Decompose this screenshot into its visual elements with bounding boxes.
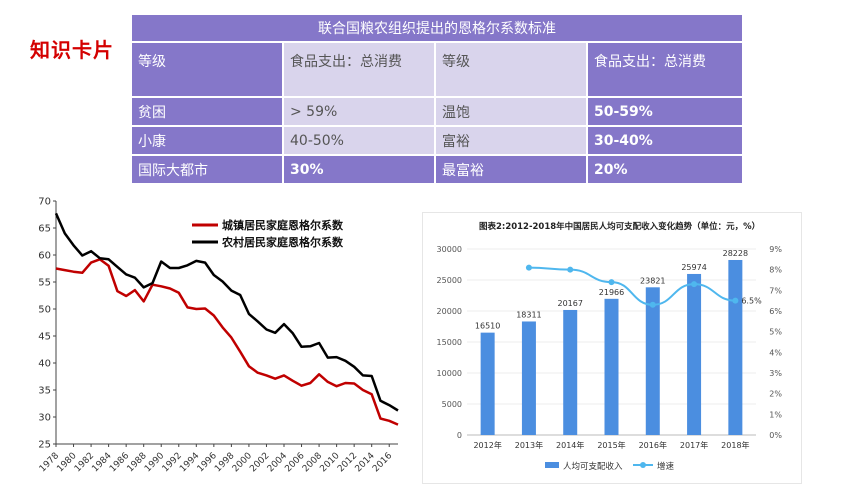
- y-tick-label: 70: [38, 197, 51, 208]
- bar-data-label: 18311: [516, 310, 541, 319]
- y-tick-label: 15000: [437, 338, 462, 347]
- legend-label: 增速: [657, 461, 675, 472]
- table-header-cell: 等级: [130, 41, 284, 98]
- table-cell: 30%: [282, 154, 436, 185]
- y-tick-label: 65: [38, 224, 51, 235]
- bar-data-label: 21966: [599, 288, 624, 297]
- knowledge-card-title: 知识卡片: [30, 38, 114, 62]
- y-tick-label: 45: [38, 332, 51, 343]
- legend-label: 人均可支配收入: [563, 461, 623, 472]
- y-tick-label: 50: [38, 305, 51, 316]
- x-tick-label: 2018年: [721, 440, 749, 450]
- y2-tick-label: 9%: [769, 245, 782, 254]
- table-cell: 贫困: [130, 96, 284, 127]
- bar-data-label: 28228: [723, 249, 748, 258]
- income-bar: [604, 298, 619, 435]
- income-bar-chart: 图表2:2012-2018年中国居民人均可支配收入变化趋势（单位：元，%） 0 50…: [437, 221, 783, 472]
- series-line-rural: [54, 212, 399, 412]
- income-bar: [728, 259, 743, 435]
- bar-data-label: 16510: [475, 322, 500, 331]
- legend-marker: [640, 462, 646, 468]
- series-line-urban: [55, 258, 399, 426]
- chart-title: 图表2:2012-2018年中国居民人均可支配收入变化趋势（单位：元，%）: [479, 221, 760, 232]
- growth-point: [525, 264, 532, 271]
- legend-label: 城镇居民家庭恩格尔系数: [222, 218, 344, 232]
- y-tick-label: 25000: [437, 276, 462, 285]
- engel-line-chart: 2530354045505560657019781980198219841986…: [38, 197, 399, 474]
- growth-point: [649, 301, 656, 308]
- x-tick-label: 2016: [371, 451, 394, 474]
- y-tick-label: 55: [38, 278, 51, 289]
- y-tick-label: 0: [457, 431, 462, 440]
- y-tick-label: 35: [38, 386, 51, 397]
- x-tick-label: 2016年: [639, 440, 667, 450]
- y-tick-label: 20000: [437, 307, 462, 316]
- y-tick-label: 10000: [437, 369, 462, 378]
- income-bar: [645, 287, 660, 435]
- y2-tick-label: 0%: [769, 431, 782, 440]
- income-bar-chart-panel: 图表2:2012-2018年中国居民人均可支配收入变化趋势（单位：元，%） 0 50…: [422, 212, 802, 484]
- legend-swatch: [545, 462, 559, 468]
- table-cell: 最富裕: [434, 154, 588, 185]
- growth-point: [608, 279, 615, 286]
- x-tick-label: 2012年: [473, 440, 501, 450]
- table-cell: 温饱: [434, 96, 588, 127]
- y-tick-label: 30: [38, 413, 51, 424]
- y-tick-label: 30000: [437, 245, 462, 254]
- bar-data-label: 20167: [557, 299, 582, 308]
- table-title: 联合国粮农组织提出的恩格尔系数标准: [130, 13, 744, 43]
- legend-label: 农村居民家庭恩格尔系数: [221, 235, 344, 249]
- table-cell: 富裕: [434, 125, 588, 156]
- engel-standard-table: 联合国粮农组织提出的恩格尔系数标准 等级 食品支出：总消费 等级 食品支出：总消…: [130, 13, 744, 185]
- table-header-cell: 食品支出：总消费: [282, 41, 436, 98]
- y2-tick-label: 3%: [769, 369, 782, 378]
- engel-line-chart-panel: 25 30 35 40 45 50 55 60 65 70 1978 1980 1982 1984 1986…: [32, 187, 404, 480]
- x-tick-label: 2015年: [597, 440, 625, 450]
- growth-data-label: 6.5%: [741, 297, 762, 306]
- y-tick-label: 40: [38, 359, 51, 370]
- y2-tick-label: 4%: [769, 348, 782, 357]
- income-bar: [521, 321, 536, 435]
- table-cell: 40-50%: [282, 125, 436, 156]
- y2-tick-label: 5%: [769, 328, 782, 337]
- income-bar: [563, 309, 578, 435]
- income-bar: [480, 332, 495, 435]
- y-tick-label: 5000: [442, 400, 462, 409]
- x-tick-label: 2017年: [680, 440, 708, 450]
- growth-point: [567, 266, 574, 273]
- y-tick-label: 25: [38, 440, 51, 451]
- growth-line: [528, 266, 736, 306]
- table-cell: 20%: [586, 154, 744, 185]
- x-tick-label: 2014年: [556, 440, 584, 450]
- y2-tick-label: 6%: [769, 307, 782, 316]
- bar-data-label: 25974: [681, 263, 706, 272]
- table-header-cell: 食品支出：总消费: [586, 41, 744, 98]
- growth-point: [732, 297, 739, 304]
- bar-data-label: 23821: [640, 276, 665, 285]
- table-cell: 30-40%: [586, 125, 744, 156]
- y-tick-label: 60: [38, 251, 51, 262]
- y2-tick-label: 1%: [769, 410, 782, 419]
- x-tick-label: 2013年: [515, 440, 543, 450]
- y2-tick-label: 8%: [769, 266, 782, 275]
- table-cell: 小康: [130, 125, 284, 156]
- y2-tick-label: 2%: [769, 390, 782, 399]
- table-cell: 50-59%: [586, 96, 744, 127]
- table-cell: 国际大都市: [130, 154, 284, 185]
- y2-tick-label: 7%: [769, 286, 782, 295]
- table-cell: > 59%: [282, 96, 436, 127]
- table-header-cell: 等级: [434, 41, 588, 98]
- income-bar: [687, 273, 702, 435]
- growth-point: [691, 281, 698, 288]
